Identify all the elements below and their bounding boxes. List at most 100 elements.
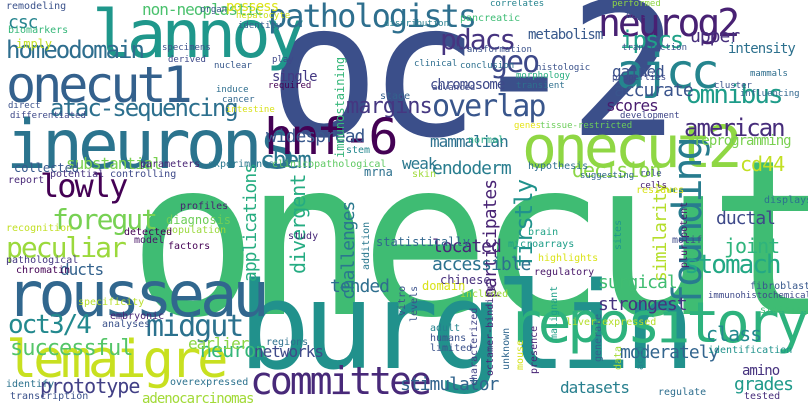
word-surgical: surgical bbox=[598, 272, 678, 293]
word-atac-sequencing: atac-sequencing bbox=[50, 94, 239, 122]
word-ineurons: ineurons bbox=[6, 106, 299, 185]
word-mammals: mammals bbox=[750, 69, 788, 79]
word-neurog2: neurog2 bbox=[598, 1, 740, 45]
word-endoderm: endoderm bbox=[432, 158, 512, 179]
word-strongest: strongest bbox=[598, 294, 688, 315]
word-liver-expressed: liver-expressed bbox=[566, 317, 657, 328]
word-single: single bbox=[272, 69, 318, 85]
word-csc: csc bbox=[8, 12, 38, 33]
word-specimens: specimens bbox=[162, 43, 211, 53]
word-possess: possess bbox=[226, 0, 279, 15]
word-pathological: pathological bbox=[6, 255, 79, 266]
word-upper: upper bbox=[690, 26, 740, 47]
word-clinical: clinical bbox=[414, 59, 458, 69]
word-detected: detected bbox=[124, 227, 173, 238]
word-regulate: regulate bbox=[658, 387, 707, 398]
word-derived: derived bbox=[168, 55, 206, 65]
word-report: report bbox=[8, 175, 45, 186]
word-displays: displays bbox=[764, 195, 808, 206]
word-population: population bbox=[166, 225, 227, 236]
word-chromosome: chromosome bbox=[430, 77, 505, 93]
word-hnf-6: hnf-6 bbox=[264, 108, 399, 166]
word-limited: limited bbox=[430, 343, 473, 354]
word-grades: grades bbox=[734, 374, 794, 395]
word-committee: committee bbox=[250, 359, 432, 403]
word-pancreatic: pancreatic bbox=[460, 13, 521, 24]
word-prototype: prototype bbox=[40, 374, 140, 398]
word-immunostaining: immunostaining bbox=[333, 56, 347, 158]
word-vitro: vitro bbox=[397, 285, 408, 316]
word-peculiar: peculiar bbox=[6, 231, 127, 264]
word-addition: addition bbox=[361, 221, 372, 270]
word-data: data bbox=[613, 345, 624, 370]
word-stage: stage bbox=[380, 91, 411, 102]
word-malignant: malignant bbox=[549, 285, 560, 340]
word-brain: brain bbox=[528, 227, 559, 238]
word-advanced: advanced bbox=[432, 83, 476, 93]
word-stem: stem bbox=[346, 145, 371, 156]
word-organ: organ bbox=[200, 5, 228, 15]
word-tested: tested bbox=[744, 391, 781, 402]
word-acid: acid bbox=[635, 345, 646, 370]
word-decision: decision bbox=[572, 158, 661, 182]
word-transfection: transfection bbox=[622, 43, 688, 53]
word-characterized: characterized bbox=[469, 307, 480, 386]
word-genes: genes bbox=[514, 121, 542, 131]
word-hepatocyte: hepatocyte bbox=[236, 11, 291, 21]
word-stomach: stomach bbox=[684, 250, 782, 280]
word-tissue-restricted: tissue-restricted bbox=[540, 121, 633, 131]
word-cluster: cluster bbox=[714, 81, 752, 91]
word-intestine: intestine bbox=[226, 105, 275, 115]
word-applications: applications bbox=[240, 163, 261, 282]
word-regions: regions bbox=[266, 337, 309, 348]
word-analyses: analyses bbox=[102, 319, 151, 330]
word-direct: direct bbox=[8, 101, 41, 111]
word-motif: motif bbox=[672, 235, 703, 246]
word-diagnosis: diagnosis bbox=[166, 213, 232, 227]
word-required: required bbox=[268, 81, 312, 91]
word-generate: generate bbox=[593, 313, 604, 362]
word-cancer: cancer bbox=[222, 95, 255, 105]
word-amino: amino bbox=[742, 363, 780, 379]
word-non-neoplastic: non-neoplastic bbox=[142, 0, 264, 19]
word-stimulator: stimulator bbox=[400, 374, 499, 395]
word-mrna: mrna bbox=[364, 165, 393, 179]
word-included: included bbox=[460, 289, 509, 300]
word-residues: residues bbox=[636, 185, 685, 196]
word-divergent: divergent bbox=[286, 174, 310, 274]
word-immunohistochemical: immunohistochemical bbox=[708, 291, 808, 301]
word-distribution: distribution bbox=[384, 19, 450, 29]
word-ipscs: ipscs bbox=[620, 26, 684, 54]
word-geo: geo bbox=[490, 45, 540, 80]
word-accurate: accurate bbox=[614, 80, 694, 101]
word-transient: transient bbox=[516, 81, 565, 91]
word-class: class bbox=[706, 322, 762, 346]
word-weak: weak bbox=[402, 154, 438, 173]
word-gained: gained bbox=[612, 62, 665, 81]
word-humans: humans bbox=[430, 333, 467, 344]
word-study: study bbox=[288, 231, 319, 242]
word-networks: networks bbox=[254, 342, 324, 361]
word-similarity: similarity bbox=[650, 183, 671, 282]
word-induce: induce bbox=[216, 85, 249, 95]
word-play: play bbox=[272, 55, 294, 65]
word-model: model bbox=[134, 235, 165, 246]
word-adult: adult bbox=[430, 323, 461, 334]
word-mammalian: mammalian bbox=[430, 132, 509, 151]
word-parameters: parameters bbox=[140, 159, 201, 170]
word-substantial: substantial bbox=[66, 154, 162, 173]
word-octamer-binding: octamer-binding bbox=[485, 285, 496, 376]
word-neuron: neuron bbox=[200, 338, 267, 362]
word-presence: presence bbox=[529, 325, 540, 374]
word-experiments: experiments bbox=[208, 159, 275, 170]
word-skin: skin bbox=[412, 169, 437, 180]
word-transformation: transformation bbox=[456, 45, 532, 55]
word-properties: properties bbox=[612, 73, 667, 83]
word-onecut2: onecut2 bbox=[522, 113, 742, 181]
word-profiles: profiles bbox=[180, 201, 229, 212]
word-remodeling: remodeling bbox=[6, 1, 67, 12]
word-chem: chem bbox=[260, 146, 312, 174]
word-recognition: recognition bbox=[6, 223, 73, 234]
word-chinese: chinese bbox=[440, 273, 491, 287]
